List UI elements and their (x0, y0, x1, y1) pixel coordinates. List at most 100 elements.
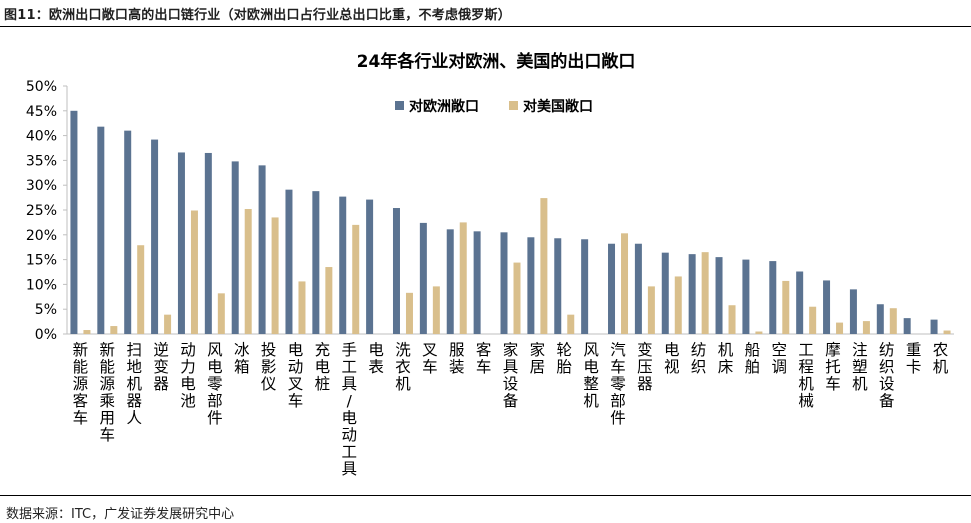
x-tick-label: 扫地机器人 (126, 341, 142, 427)
top-divider (0, 26, 971, 27)
bar-europe (823, 280, 831, 334)
bar-us (513, 262, 521, 334)
bar-europe (930, 319, 938, 334)
bar-europe (177, 152, 185, 334)
bar-europe (796, 271, 804, 334)
x-tick-label: 新能源客车 (73, 341, 89, 427)
y-tick-label: 50% (26, 79, 57, 95)
x-tick-label: 纺织设备 (879, 341, 895, 410)
axes: 0% 5% 10% 15% 20% 25% 30% 35% 40% 45% 50% (26, 79, 954, 343)
bar-us (809, 306, 817, 334)
y-tick-label: 5% (35, 302, 57, 318)
bar-europe (419, 222, 427, 334)
bar-us (164, 314, 172, 334)
x-tick-label: 洗衣机 (395, 341, 411, 393)
bar-europe (151, 139, 159, 334)
x-tick-label: 新能源乘用车 (100, 341, 116, 444)
bar-europe (312, 191, 320, 334)
bar-us (567, 314, 575, 334)
bars-group (70, 110, 951, 334)
x-tick-label: 风电整机 (583, 341, 599, 410)
bar-europe (231, 161, 239, 334)
bar-europe (715, 257, 723, 334)
x-tick-label: 动力电池 (180, 341, 196, 410)
bar-europe (97, 126, 105, 334)
x-tick-label: 船舶 (745, 341, 761, 376)
x-tick-label: 电视 (664, 341, 680, 376)
bar-us (432, 286, 440, 334)
x-tick-label: 空调 (772, 341, 788, 376)
bar-us (271, 217, 279, 334)
x-tick-label: 逆变器 (153, 341, 169, 393)
bar-us (110, 326, 118, 334)
bar-europe (339, 196, 347, 334)
bar-europe (124, 130, 132, 334)
bar-us (647, 286, 655, 334)
bar-europe (500, 232, 508, 334)
bar-us (83, 330, 91, 334)
bar-us (836, 322, 844, 334)
bar-europe (527, 237, 535, 334)
x-tick-label: 家居 (530, 341, 546, 376)
bar-europe (581, 239, 589, 334)
x-tick-label: 冰箱 (234, 341, 250, 376)
x-tick-label: 纺织 (691, 341, 707, 376)
x-tick-label: 机床 (718, 341, 734, 376)
x-tick-label: 投影仪 (261, 341, 277, 393)
bar-europe (742, 259, 750, 334)
bar-europe (661, 252, 669, 334)
bar-us (782, 280, 790, 334)
bar-europe (688, 254, 696, 334)
x-tick-label: 汽车零部件 (610, 341, 626, 427)
bottom-divider (0, 495, 971, 496)
bar-us (352, 224, 360, 334)
x-tick-label: 轮胎 (557, 341, 573, 376)
x-tick-label: 工程机械 (798, 341, 814, 410)
bar-us (325, 267, 333, 334)
bar-us (540, 198, 548, 334)
bar-europe (70, 110, 78, 334)
x-tick-label: 风电零部件 (207, 341, 223, 427)
legend-label: 对欧洲敞口 (409, 98, 479, 115)
legend-label: 对美国敞口 (523, 98, 593, 115)
y-tick-label: 45% (26, 104, 57, 120)
bar-europe (903, 318, 911, 334)
bar-us (459, 222, 467, 334)
bar-us (889, 308, 897, 334)
bar-europe (849, 289, 857, 334)
x-tick-label: 电表 (368, 341, 384, 376)
y-tick-label: 15% (26, 253, 57, 269)
x-tick-label: 摩托车 (825, 341, 841, 393)
bar-us (943, 330, 951, 334)
x-tick-label: 客车 (476, 341, 492, 376)
bar-us (674, 276, 682, 334)
bar-europe (554, 238, 562, 334)
x-axis-labels: 新能源客车新能源乘用车扫地机器人逆变器动力电池风电零部件冰箱投影仪电动叉车充电桩… (73, 341, 949, 478)
bar-us (701, 252, 709, 334)
bar-us (862, 321, 870, 334)
bar-us (405, 292, 413, 334)
bar-us (244, 209, 252, 334)
bar-europe (446, 229, 454, 334)
bar-us (190, 210, 198, 334)
bar-us (755, 331, 763, 334)
x-tick-label: 农机 (933, 341, 949, 376)
legend-swatch (395, 101, 404, 110)
chart-legend: 对欧洲敞口 对美国敞口 (395, 98, 593, 115)
bar-europe (392, 208, 400, 334)
bar-europe (204, 152, 212, 334)
x-tick-label: 家具设备 (503, 341, 519, 410)
y-tick-label: 0% (35, 327, 57, 343)
y-tick-label: 30% (26, 178, 57, 194)
source-note: 数据来源：ITC，广发证券发展研究中心 (6, 507, 235, 522)
bar-europe (876, 304, 884, 334)
y-tick-label: 25% (26, 203, 57, 219)
bar-us (217, 293, 225, 334)
x-tick-label: 充电桩 (315, 341, 331, 393)
bar-us (728, 305, 736, 334)
y-tick-label: 35% (26, 153, 57, 169)
bar-europe (366, 199, 374, 334)
x-tick-label: 叉车 (422, 341, 438, 376)
y-tick-label: 10% (26, 277, 57, 293)
bar-chart: 24年各行业对欧洲、美国的出口敞口 对欧洲敞口 对美国敞口 0% 5% 10% 15% 2… (26, 51, 954, 478)
